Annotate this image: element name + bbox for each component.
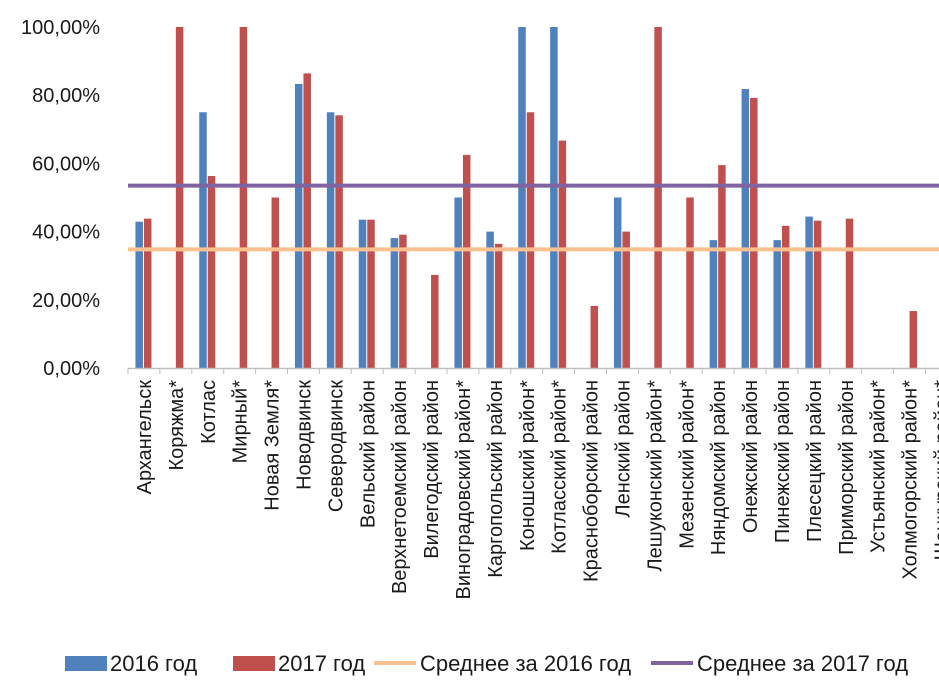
bar-series2 [143,218,152,368]
bar-series1 [741,89,750,368]
x-category-label: Приморский район [836,380,858,555]
average-lines-group [128,183,939,252]
x-category-label: Пинежский район [772,380,794,543]
x-axis-category-labels: Архангельск Коряжма* Котлас Мирный* Новая Зе… [127,368,939,600]
bar-series1 [550,27,558,368]
bar-series2 [399,234,407,368]
y-tick-label: 100,00% [21,17,100,39]
legend-label: 2017 год [278,651,365,676]
x-category-label: Устьянский район* [868,380,890,553]
x-category-label: Шенкурский район* [931,380,939,561]
bar-series1 [390,238,399,368]
x-category-label: Северодвинск [325,380,347,512]
x-category-label: Виноградовский район* [453,380,475,600]
bar-series2 [718,165,726,368]
x-category-label: Каргопольский район [485,380,507,578]
bar-series2 [558,140,567,368]
bar-series2 [367,219,375,368]
y-tick-label: 80,00% [32,85,100,107]
bar-series2 [845,218,854,368]
x-category-label: Архангельск [134,380,156,495]
y-tick-label: 20,00% [32,290,100,312]
bar-series2 [239,27,248,368]
x-category-label: Котласский район* [549,380,571,554]
x-category-label: Вельский район [357,380,379,528]
x-category-label: Вилегодский район [421,380,443,559]
bar-series2 [781,225,790,368]
y-tick-label: 40,00% [32,222,100,244]
x-category-label: Лешуконский район* [644,380,666,572]
bar-series1 [613,197,622,368]
bar-series2 [335,115,343,368]
legend-swatch [233,656,275,671]
bar-series2 [462,154,471,369]
x-category-label: Онежский район [740,380,762,533]
bar-series1 [454,197,462,368]
bar-series1 [326,112,335,368]
bar-series1 [805,216,813,368]
bar-series2 [175,27,184,368]
bar-series2 [431,274,439,368]
bar-series2 [271,197,280,368]
legend-label: 2016 год [110,651,197,676]
bar-series2 [303,73,311,368]
x-category-label: Коношский район* [517,380,539,551]
y-axis-tick-labels: 0,00% 20,00% 40,00% 60,00% 80,00% 100,00% [21,17,100,380]
bar-series2 [622,231,630,368]
legend-swatch [65,656,107,671]
x-category-label: Мирный* [230,380,252,464]
bar-series2 [686,197,694,368]
bar-series2 [207,176,216,368]
x-category-label: Новодвинск [293,380,315,490]
bar-series1 [709,240,718,369]
x-category-label: Ленский район [612,380,634,518]
x-category-label: Котлас [198,380,220,444]
bar-series2 [750,97,758,369]
legend-label: Среднее за 2016 год [420,651,631,676]
x-category-label: Красноборский район [581,380,603,582]
x-category-label: Холмогорский район* [900,380,922,580]
bar-series1 [294,83,303,368]
x-category-label: Верхнетоемский район [389,380,411,594]
legend-label: Среднее за 2017 год [697,651,908,676]
x-category-label: Няндомский район [708,380,730,555]
y-tick-label: 60,00% [32,153,100,175]
bar-series1 [486,231,494,368]
bar-series1 [358,219,367,368]
y-tick-label: 0,00% [43,358,100,380]
bar-series1 [199,112,207,368]
bar-series1 [518,27,526,368]
bar-series1 [773,240,781,369]
bar-series2 [909,311,918,368]
bar-series2 [526,112,535,368]
bars-group [135,27,918,369]
x-category-label: Коряжма* [166,380,188,471]
bar-series2 [494,243,503,368]
bar-series1 [135,221,143,368]
x-category-label: Мезенский район* [676,380,698,549]
bar-series2 [654,27,662,368]
legend: 2016 год 2017 год Среднее за 2016 год Средн… [65,651,908,676]
x-category-label: Новая Земля* [262,380,284,511]
bar-series2 [590,305,599,368]
bar-series2 [813,220,822,368]
x-category-label: Плесецкий район [804,380,826,542]
